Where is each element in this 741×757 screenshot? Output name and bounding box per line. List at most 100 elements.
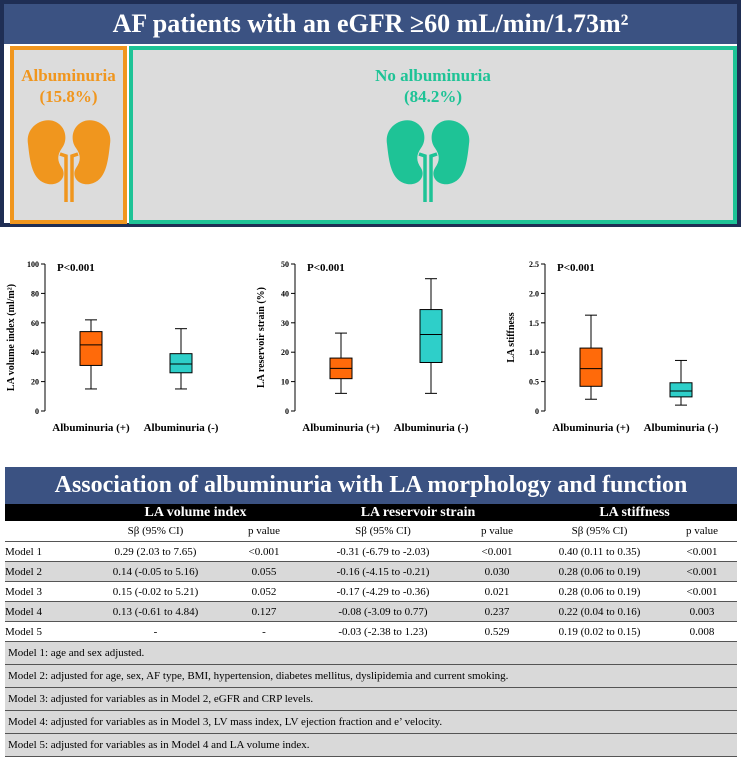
p-value-annotation: P<0.001 — [307, 262, 345, 274]
cell-stiffness-sbeta: 0.22 (0.04 to 0.16) — [532, 601, 668, 622]
row-model-label: Model 4 — [5, 601, 87, 622]
cell-volume-p: 0.055 — [224, 561, 304, 582]
cell-stiffness-sbeta: 0.19 (0.02 to 0.15) — [532, 621, 668, 642]
box-iqr — [419, 309, 443, 363]
subheader-sbeta: Sβ (95% CI) — [87, 521, 224, 542]
y-tick-label: 10 — [281, 378, 289, 387]
la-volume-index-chart: 0 20 40 60 80 100 LA volume index (ml/m²) P<0.0… — [6, 260, 219, 434]
note-row: Model 1: age and sex adjusted. — [5, 641, 738, 665]
box-iqr — [669, 382, 693, 398]
cell-strain-p: 0.021 — [462, 581, 533, 602]
subheader-pvalue: p value — [224, 521, 304, 542]
y-tick-label: 100 — [27, 260, 39, 269]
cell-stiffness-p: <0.001 — [667, 581, 738, 602]
y-tick-label: 40 — [31, 348, 39, 357]
y-axis-title: LA stiffness — [506, 312, 517, 362]
model-note: Model 1: age and sex adjusted. — [5, 641, 738, 665]
cell-volume-sbeta: - — [87, 621, 224, 642]
la-reservoir-strain-chart: 0 10 20 30 40 50 LA reservoir strain (%) P<0.00… — [256, 260, 469, 434]
table-row: Model 1 0.29 (2.03 to 7.65) <0.001 -0.31… — [5, 541, 738, 562]
box-iqr — [79, 331, 103, 366]
y-tick-label: 2.0 — [529, 289, 539, 298]
subheader-sbeta: Sβ (95% CI) — [532, 521, 668, 542]
albuminuria-percent: (15.8%) — [39, 87, 98, 106]
p-value-annotation: P<0.001 — [57, 262, 95, 274]
row-model-label: Model 3 — [5, 581, 87, 602]
subheader-blank — [5, 521, 87, 542]
y-tick-label: 1.0 — [529, 348, 539, 357]
y-tick-label: 0 — [35, 407, 39, 416]
cell-volume-p: - — [224, 621, 304, 642]
note-row: Model 4: adjusted for variables as in Mo… — [5, 710, 738, 734]
y-tick-label: 50 — [281, 260, 289, 269]
table-row: Model 2 0.14 (-0.05 to 5.16) 0.055 -0.16… — [5, 561, 738, 582]
cell-volume-sbeta: 0.14 (-0.05 to 5.16) — [87, 561, 224, 582]
albuminuria-label: Albuminuria — [21, 66, 116, 85]
x-category-label: Albuminuria (-) — [394, 422, 469, 434]
p-value-annotation: P<0.001 — [557, 262, 595, 274]
cell-stiffness-p: 0.003 — [667, 601, 738, 622]
no-albuminuria-label: No albuminuria — [375, 66, 491, 85]
y-tick-label: 0.5 — [529, 378, 539, 387]
x-category-label: Albuminuria (+) — [552, 422, 630, 434]
row-model-label: Model 1 — [5, 541, 87, 562]
y-axis-title: LA volume index (ml/m²) — [6, 284, 17, 391]
cell-volume-sbeta: 0.29 (2.03 to 7.65) — [87, 541, 224, 562]
y-tick-label: 80 — [31, 289, 39, 298]
model-note: Model 3: adjusted for variables as in Mo… — [5, 687, 738, 711]
x-category-label: Albuminuria (+) — [302, 422, 380, 434]
cell-volume-p: 0.052 — [224, 581, 304, 602]
note-row: Model 2: adjusted for age, sex, AF type,… — [5, 664, 738, 688]
table-row: Model 4 0.13 (-0.61 to 4.84) 0.127 -0.08… — [5, 601, 738, 622]
cell-stiffness-sbeta: 0.28 (0.06 to 0.19) — [532, 581, 668, 602]
cell-strain-p: 0.529 — [462, 621, 533, 642]
cell-volume-sbeta: 0.13 (-0.61 to 4.84) — [87, 601, 224, 622]
cell-strain-sbeta: -0.31 (-6.79 to -2.03) — [304, 541, 462, 562]
table-row: Model 5 - - -0.03 (-2.38 to 1.23) 0.529 … — [5, 621, 738, 642]
subheader-pvalue: p value — [462, 521, 533, 542]
y-tick-label: 60 — [31, 319, 39, 328]
y-tick-label: 0 — [285, 407, 289, 416]
group-header-la-reservoir-strain: LA reservoir strain — [304, 504, 533, 521]
cell-strain-sbeta: -0.03 (-2.38 to 1.23) — [304, 621, 462, 642]
subheader-sbeta: Sβ (95% CI) — [304, 521, 462, 542]
cell-stiffness-sbeta: 0.40 (0.11 to 0.35) — [532, 541, 668, 562]
cohort-panel: AF patients with an eGFR ≥60 mL/min/1.73… — [0, 0, 741, 227]
association-table-section: Association of albuminuria with LA morph… — [5, 467, 738, 757]
row-model-label: Model 5 — [5, 621, 87, 642]
header-blank — [5, 504, 87, 521]
model-note: Model 4: adjusted for variables as in Mo… — [5, 710, 738, 734]
cell-stiffness-sbeta: 0.28 (0.06 to 0.19) — [532, 561, 668, 582]
albuminuria-group: Albuminuria (15.8%) — [10, 46, 127, 224]
y-tick-label: 30 — [281, 319, 289, 328]
la-stiffness-chart: 0 0.5 1.0 1.5 2.0 2.5 LA stiffness P<0.001 Album… — [506, 260, 719, 434]
subheader-pvalue: p value — [667, 521, 738, 542]
cell-strain-sbeta: -0.17 (-4.29 to -0.36) — [304, 581, 462, 602]
cell-stiffness-p: 0.008 — [667, 621, 738, 642]
table-title: Association of albuminuria with LA morph… — [5, 467, 737, 504]
cell-strain-sbeta: -0.08 (-3.09 to 0.77) — [304, 601, 462, 622]
x-category-label: Albuminuria (+) — [52, 422, 130, 434]
group-header-row: LA volume index LA reservoir strain LA s… — [5, 504, 738, 521]
association-table: LA volume index LA reservoir strain LA s… — [5, 504, 738, 757]
cell-volume-p: 0.127 — [224, 601, 304, 622]
cell-strain-p: 0.030 — [462, 561, 533, 582]
table-row: Model 3 0.15 (-0.02 to 5.21) 0.052 -0.17… — [5, 581, 738, 602]
cell-strain-p: <0.001 — [462, 541, 533, 562]
x-category-label: Albuminuria (-) — [644, 422, 719, 434]
no-albuminuria-group: No albuminuria (84.2%) — [129, 46, 737, 224]
cell-stiffness-p: <0.001 — [667, 561, 738, 582]
cell-strain-sbeta: -0.16 (-4.15 to -0.21) — [304, 561, 462, 582]
x-category-label: Albuminuria (-) — [144, 422, 219, 434]
y-axis-title: LA reservoir strain (%) — [256, 287, 267, 388]
y-tick-label: 20 — [281, 348, 289, 357]
cell-strain-p: 0.237 — [462, 601, 533, 622]
row-model-label: Model 2 — [5, 561, 87, 582]
y-tick-label: 40 — [281, 289, 289, 298]
subheader-row: Sβ (95% CI) p value Sβ (95% CI) p value … — [5, 521, 738, 542]
y-tick-label: 2.5 — [529, 260, 539, 269]
cell-volume-sbeta: 0.15 (-0.02 to 5.21) — [87, 581, 224, 602]
group-header-la-stiffness: LA stiffness — [532, 504, 738, 521]
model-note: Model 5: adjusted for variables as in Mo… — [5, 733, 738, 757]
box-iqr — [169, 353, 193, 374]
